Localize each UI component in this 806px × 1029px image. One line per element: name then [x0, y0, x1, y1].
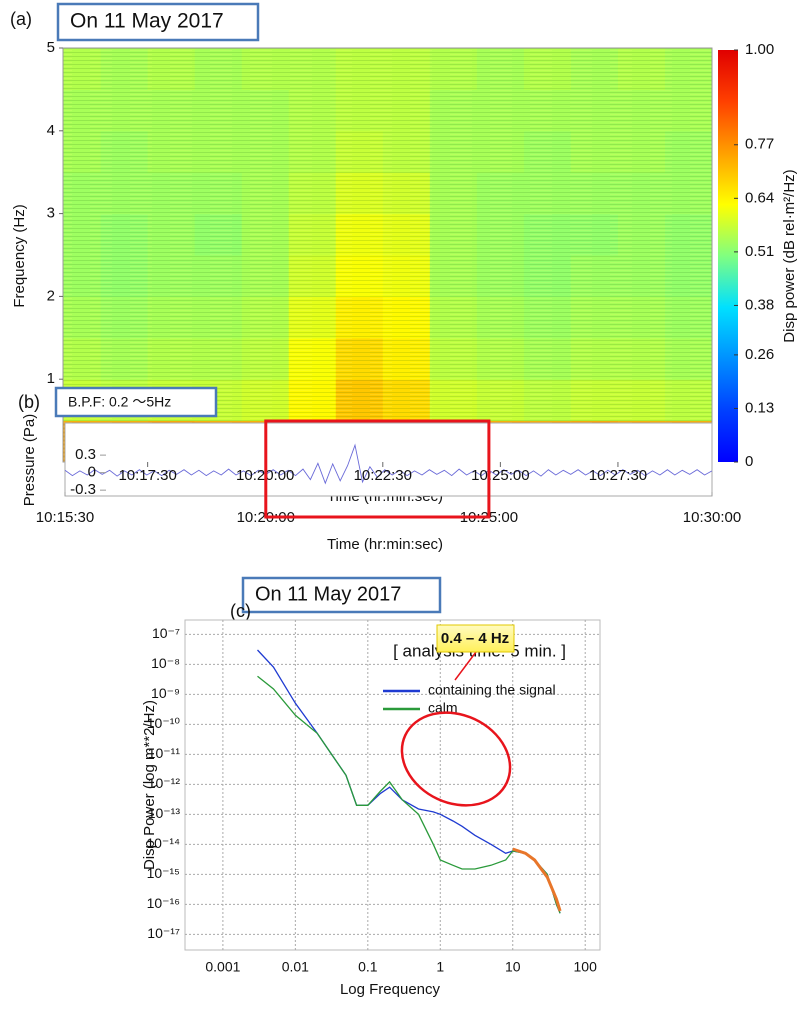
x-tick-label: 10:25:00: [471, 467, 529, 484]
title-box: [241, 576, 442, 614]
spectrum-lines: [257, 649, 562, 914]
x-tick-label: 10:17:30: [118, 467, 176, 484]
colorbar-tick-label: 0: [745, 453, 753, 470]
connector: [454, 651, 477, 681]
y-tick-label: 10⁻¹⁵: [147, 865, 180, 881]
colorbar-tick-label: 0.38: [745, 296, 774, 313]
x-tick-label: 0.01: [282, 959, 309, 975]
x-tick-label: 10:15:30: [36, 509, 94, 526]
highlight-box: [264, 419, 491, 519]
x-tick-label: 10:22:30: [354, 467, 412, 484]
x-tick-label: 10:27:30: [589, 467, 647, 484]
y-tick-label: 5: [47, 39, 55, 56]
y-axis-label: Pressure (Pa): [21, 414, 38, 507]
panel-label: (a): [10, 9, 32, 29]
y-tick-label: 10⁻⁸: [151, 655, 180, 671]
x-tick-label: 0.001: [205, 959, 240, 975]
colorbar-tick-label: 0.64: [745, 189, 774, 206]
chart-title: On 11 May 2017: [255, 583, 401, 605]
x-tick-label: 10:30:00: [683, 509, 741, 526]
legend-label: containing the signal: [428, 682, 556, 698]
x-axis-label: Log Frequency: [340, 981, 441, 998]
x-axis-label: Time (hr:min:sec): [327, 536, 443, 553]
y-axis-label: Frequency (Hz): [11, 204, 28, 307]
colorbar-tick-label: 1.00: [745, 41, 774, 58]
panel-label: (c): [230, 601, 251, 621]
y-axis-label: Disp Power (log m**2/Hz): [141, 700, 158, 870]
chart-title: B.P.F: 0.2 ～5Hz: [68, 394, 171, 410]
y-tick-label: 10⁻¹⁰: [147, 715, 181, 731]
y-tick-label: 10⁻¹⁷: [147, 925, 180, 941]
spectrum-area: 0.001 0.01 0.1 1 10 100 10⁻⁷ 10⁻⁸ 10⁻⁹ 10⁻¹⁰ 10⁻¹¹…: [146, 620, 600, 975]
colorbar-tick-label: 0.77: [745, 136, 774, 153]
title-box: [54, 386, 218, 418]
y-tick-label: 0.3: [75, 446, 96, 463]
x-tick-label: 1: [436, 959, 444, 975]
panel-label: (b): [18, 392, 40, 412]
x-tick-label: 10: [505, 959, 521, 975]
y-tick-label: 10⁻¹³: [148, 805, 181, 821]
waveform-area: 0.30-0.310:15:30 10:20:00 10:25:00 10:30:00: [36, 443, 741, 526]
y-tick-label: 10⁻¹¹: [148, 745, 181, 761]
y-tick-label: 3: [47, 205, 55, 222]
colorbar-tick-label: 0.26: [745, 346, 774, 363]
series-line: [512, 847, 562, 912]
colorbar-tick-label: 0.13: [745, 399, 774, 416]
annotation-box: [436, 624, 515, 653]
chart-title: On 11 May 2017: [70, 10, 224, 33]
x-tick-label: 0.1: [358, 959, 378, 975]
highlight-ellipse: [400, 711, 512, 807]
x-tick-label: 100: [574, 959, 598, 975]
title-box: [56, 2, 260, 42]
y-tick-label: 10⁻¹⁴: [146, 835, 180, 851]
waveform: [64, 443, 713, 485]
y-tick-label: 10⁻¹²: [148, 775, 181, 791]
y-tick-label: -0.3: [70, 481, 96, 498]
y-tick-label: 0: [88, 464, 96, 481]
y-tick-label: 1: [47, 370, 55, 387]
annotation: 0.4 – 4 Hz: [441, 630, 509, 647]
plot-frame: [64, 422, 713, 497]
colorbar-tick-label: 0.51: [745, 243, 774, 260]
y-tick-label: 2: [47, 287, 55, 304]
colorbar: [718, 50, 738, 462]
y-tick-label: 10⁻¹⁶: [147, 895, 180, 911]
y-tick-label: 10⁻⁷: [152, 625, 180, 641]
y-tick-label: 4: [47, 122, 55, 139]
y-tick-label: 10⁻⁹: [151, 685, 180, 701]
colorbar-label: Disp power (dB rel·m²/Hz): [781, 169, 798, 342]
